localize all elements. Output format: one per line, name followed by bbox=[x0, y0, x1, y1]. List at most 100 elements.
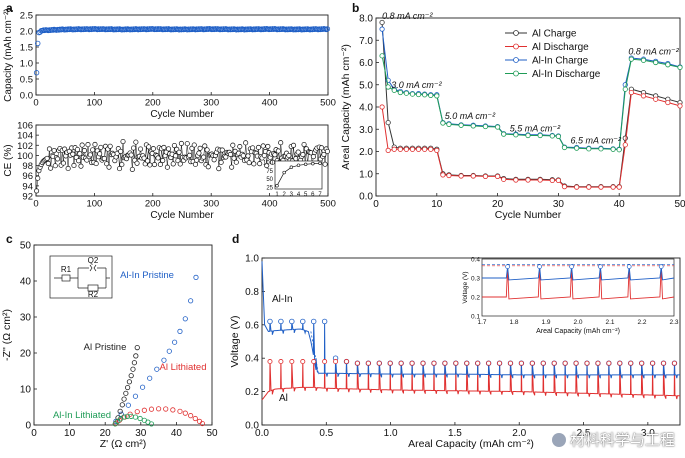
inset-x-tick-label: 1 bbox=[275, 192, 279, 198]
rate-annotation: 5.0 mA cm⁻² bbox=[445, 111, 496, 121]
data-point bbox=[177, 161, 183, 167]
x-tick-label: 0 bbox=[33, 98, 38, 109]
data-point bbox=[385, 147, 391, 153]
data-point bbox=[120, 138, 126, 145]
data-point bbox=[598, 146, 604, 152]
data-point bbox=[154, 366, 160, 372]
data-point bbox=[537, 177, 543, 183]
circuit-label: R1 bbox=[61, 265, 72, 274]
data-point bbox=[628, 56, 634, 62]
data-point bbox=[164, 164, 170, 170]
data-point bbox=[65, 165, 71, 172]
data-point bbox=[133, 139, 139, 145]
inset-y-tick-label: 0.3 bbox=[471, 276, 480, 283]
data-point bbox=[494, 173, 501, 180]
y-tick-label: 0.4 bbox=[245, 354, 259, 365]
data-point bbox=[147, 162, 153, 168]
data-point bbox=[616, 184, 622, 190]
panel-c-group: 0 10 20 30 40 50 0 10 20 30 40 50 Z' (Ω cm²) -Z'' (Ω … bbox=[1, 232, 218, 450]
inset-marker bbox=[658, 264, 664, 269]
data-point bbox=[272, 152, 278, 158]
data-point bbox=[146, 144, 152, 150]
rate-annotation: 5.5 mA cm⁻² bbox=[510, 123, 561, 133]
data-point bbox=[525, 132, 531, 139]
spike-marker bbox=[278, 359, 284, 365]
x-tick-label: 50 bbox=[206, 428, 218, 439]
inset-x-tick-label: 7 bbox=[318, 192, 322, 198]
data-point bbox=[196, 150, 202, 156]
y-tick-label: 0.6 bbox=[245, 320, 259, 331]
data-point bbox=[148, 421, 155, 427]
data-point bbox=[182, 316, 188, 322]
data-point bbox=[385, 119, 391, 126]
y-tick-label: 0.5 bbox=[20, 75, 33, 86]
data-point bbox=[160, 157, 166, 164]
data-point bbox=[653, 96, 659, 102]
data-point bbox=[218, 159, 224, 165]
data-point bbox=[501, 176, 507, 182]
data-point bbox=[434, 93, 440, 99]
data-point bbox=[586, 146, 592, 152]
series-line bbox=[381, 91, 681, 188]
data-point bbox=[119, 402, 125, 408]
data-point bbox=[264, 162, 270, 169]
data-point bbox=[171, 142, 177, 149]
spike-marker bbox=[267, 318, 273, 325]
data-point bbox=[422, 92, 428, 98]
x-tick-label: 100 bbox=[86, 98, 102, 109]
data-point bbox=[70, 151, 76, 157]
data-point bbox=[141, 155, 147, 161]
data-point bbox=[324, 26, 331, 32]
data-point bbox=[155, 155, 161, 161]
data-point bbox=[188, 298, 194, 304]
data-point bbox=[446, 172, 452, 179]
spike-marker bbox=[507, 360, 513, 366]
spike-marker bbox=[442, 360, 448, 366]
series-label: Al-In Lithiated bbox=[53, 410, 111, 421]
inset-marker bbox=[626, 264, 632, 269]
data-point bbox=[148, 406, 155, 412]
data-point bbox=[71, 162, 77, 169]
data-point bbox=[561, 184, 568, 190]
data-point bbox=[115, 415, 121, 421]
data-point bbox=[78, 163, 84, 169]
data-point bbox=[98, 144, 104, 150]
data-point bbox=[134, 160, 140, 166]
spike-marker bbox=[453, 360, 459, 366]
data-point bbox=[574, 145, 580, 151]
inset-y-tick-label: 100 bbox=[263, 161, 274, 167]
spike-marker bbox=[595, 360, 601, 366]
spike-marker bbox=[584, 360, 590, 366]
data-point bbox=[132, 393, 139, 399]
panel-d-group: 0.0 0.5 1.0 1.5 2.0 2.5 3.0 0.0 0.2 0.4 0.6 0.8 1.0 A… bbox=[229, 232, 681, 450]
series-label: Al-In bbox=[272, 294, 293, 305]
series-label: Al Pristine bbox=[84, 342, 127, 353]
data-point bbox=[275, 148, 281, 154]
plot-frame bbox=[35, 124, 329, 197]
y-tick-label: 0.0 bbox=[359, 192, 373, 203]
data-point bbox=[265, 143, 271, 149]
inset-x-tick-label: 3 bbox=[290, 192, 294, 198]
y-tick-label: 40 bbox=[20, 277, 32, 288]
panel-a-top-group: 0 100 200 300 400 500 0.0 0.5 1.0 1.5 2.0 2.5 Cycle … bbox=[3, 1, 336, 120]
inset-point bbox=[311, 161, 315, 166]
x-tick-label: 400 bbox=[262, 98, 278, 109]
inset: 1.7 1.8 1.9 2.0 2.1 2.2 2.3 0.1 0.2 0.3 0.4 Areal C… bbox=[462, 257, 679, 336]
data-point bbox=[125, 402, 131, 408]
data-point bbox=[379, 26, 385, 32]
data-point bbox=[322, 161, 328, 167]
data-point bbox=[152, 161, 158, 168]
inset-y-tick-label: 50 bbox=[266, 177, 273, 183]
y-tick-label: 30 bbox=[20, 313, 32, 324]
data-point bbox=[130, 145, 137, 151]
data-point bbox=[44, 155, 50, 161]
data-point bbox=[170, 407, 176, 413]
data-point bbox=[415, 91, 422, 98]
data-point bbox=[290, 142, 297, 148]
inset-y-tick-label: 0.1 bbox=[471, 314, 480, 321]
inset-point bbox=[289, 165, 294, 169]
data-point bbox=[223, 154, 229, 160]
data-point bbox=[76, 158, 82, 164]
legend-label: Al Charge bbox=[532, 29, 577, 40]
data-point bbox=[415, 146, 422, 152]
